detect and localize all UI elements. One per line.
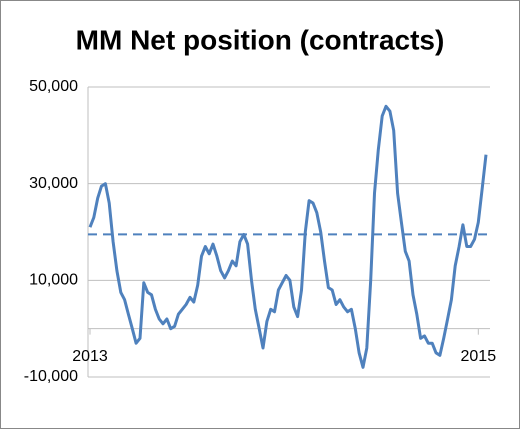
y-tick-label: 10,000 (29, 272, 78, 289)
y-tick-label: 30,000 (29, 175, 78, 192)
chart-title: MM Net position (contracts) (76, 24, 445, 55)
x-tick-label: 2013 (72, 348, 108, 365)
x-tick-label: 2015 (461, 348, 497, 365)
y-tick-label: -10,000 (24, 368, 78, 385)
series-line (88, 104, 488, 369)
y-tick-label: 50,000 (29, 78, 78, 95)
